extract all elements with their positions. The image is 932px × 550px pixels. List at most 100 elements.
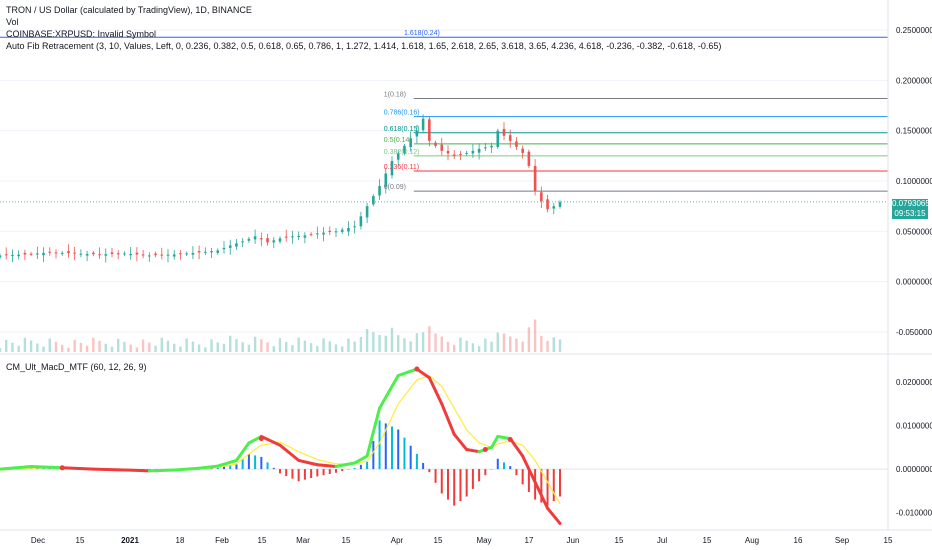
candle-body bbox=[54, 252, 58, 254]
macd-histogram-bar bbox=[434, 469, 437, 483]
candle-body bbox=[334, 231, 338, 233]
volume-bar bbox=[403, 338, 406, 352]
time-axis-label: Mar bbox=[296, 536, 310, 545]
volume-bar bbox=[148, 342, 151, 352]
volume-bar bbox=[11, 342, 14, 352]
volume-bar bbox=[48, 338, 51, 352]
candle-body bbox=[160, 254, 164, 256]
candle-body bbox=[123, 253, 126, 255]
candle-body bbox=[204, 251, 207, 253]
candle-body bbox=[347, 227, 350, 232]
volume-bar bbox=[446, 341, 450, 352]
volume-bar bbox=[540, 336, 543, 352]
macd-histogram-bar bbox=[260, 456, 263, 470]
candle-body bbox=[471, 150, 475, 154]
candle-body bbox=[390, 160, 394, 176]
volume-bar bbox=[204, 347, 207, 352]
volume-bar bbox=[527, 327, 531, 352]
volume-bar bbox=[316, 346, 319, 352]
macd-histogram-bar bbox=[359, 464, 362, 470]
time-axis-label: Apr bbox=[391, 536, 404, 545]
volume-bar bbox=[397, 335, 400, 352]
candle-body bbox=[465, 152, 468, 154]
time-axis-label: May bbox=[476, 536, 491, 545]
macd-line-segment bbox=[546, 506, 562, 525]
macd-line-segment bbox=[378, 374, 400, 410]
volume-bar bbox=[490, 341, 493, 352]
candle-body bbox=[353, 226, 356, 228]
candle-body bbox=[540, 192, 543, 202]
volume-bar bbox=[85, 345, 89, 352]
candle-body bbox=[60, 252, 64, 254]
macd-histogram-bar bbox=[266, 462, 269, 470]
macd-histogram-bar bbox=[440, 469, 443, 494]
volume-bar bbox=[67, 347, 70, 352]
volume-bar bbox=[23, 337, 27, 352]
macd-histogram-bar bbox=[247, 453, 250, 470]
macd-histogram-bar bbox=[378, 420, 381, 470]
macd-line-segment bbox=[465, 448, 481, 454]
time-axis-label: 18 bbox=[176, 536, 185, 545]
macd-histogram-bar bbox=[272, 467, 275, 470]
volume-bar bbox=[334, 344, 338, 352]
volume-bar bbox=[515, 338, 518, 352]
price-pane: 1.618(0.24) 1(0.18) 0.786(0.16) 0.618(0.15)… bbox=[0, 29, 888, 352]
candle-body bbox=[440, 144, 444, 151]
macd-cross-dot bbox=[482, 447, 488, 453]
macd-line-segment bbox=[365, 406, 382, 458]
candle-body bbox=[484, 147, 487, 149]
candle-body bbox=[508, 135, 512, 141]
macd-histogram-bar bbox=[459, 469, 462, 502]
macd-line-segment bbox=[172, 466, 201, 472]
fib-level-label: 0.618(0.15) bbox=[384, 126, 420, 133]
volume-bar bbox=[191, 341, 195, 352]
candle-body bbox=[241, 241, 244, 243]
volume-bar bbox=[465, 340, 468, 352]
macd-histogram-bar bbox=[422, 463, 425, 470]
macd-histogram-bar bbox=[285, 469, 288, 477]
macd-histogram-bar bbox=[328, 469, 331, 474]
volume-bar bbox=[241, 342, 244, 352]
volume-bar bbox=[266, 342, 269, 352]
volume-bar bbox=[166, 340, 170, 352]
volume-bar bbox=[484, 338, 487, 352]
macd-cross-dot bbox=[507, 437, 513, 443]
volume-bar bbox=[98, 340, 101, 352]
volume-bar bbox=[365, 329, 369, 352]
volume-bar bbox=[372, 332, 375, 352]
volume-bar bbox=[92, 337, 95, 352]
macd-histogram-bar bbox=[235, 464, 238, 470]
volume-bar bbox=[253, 336, 257, 352]
macd-histogram-bar bbox=[254, 455, 257, 470]
macd-line-segment bbox=[490, 434, 500, 449]
candle-body bbox=[428, 119, 431, 141]
macd-histogram-bar bbox=[241, 459, 244, 470]
candle-body bbox=[104, 254, 108, 256]
candle-body bbox=[291, 236, 294, 238]
macd-histogram-bar bbox=[384, 423, 387, 470]
macd-histogram-bar bbox=[335, 469, 337, 473]
macd-pane bbox=[0, 366, 888, 525]
macd-histogram-bar bbox=[341, 469, 344, 472]
macd-histogram-bar bbox=[310, 469, 313, 479]
macd-histogram-bar bbox=[403, 437, 406, 470]
candle-body bbox=[135, 252, 139, 255]
macd-histogram-bar bbox=[372, 441, 375, 470]
time-axis-label: 15 bbox=[342, 536, 351, 545]
macd-axis-label: 0.00000000 bbox=[896, 465, 932, 474]
macd-histogram-bar bbox=[465, 469, 468, 497]
macd-histogram-bar bbox=[297, 469, 300, 482]
volume-bar bbox=[509, 336, 512, 352]
macd-line-segment bbox=[427, 376, 444, 406]
candle-body bbox=[73, 252, 76, 254]
candle-body bbox=[378, 186, 381, 196]
macd-histogram-bar bbox=[428, 469, 431, 473]
macd-line-segment bbox=[440, 402, 456, 436]
volume-bar bbox=[459, 337, 462, 352]
time-axis-label: 15 bbox=[76, 536, 85, 545]
volume-bar bbox=[347, 338, 350, 352]
volume-bar bbox=[36, 343, 39, 352]
